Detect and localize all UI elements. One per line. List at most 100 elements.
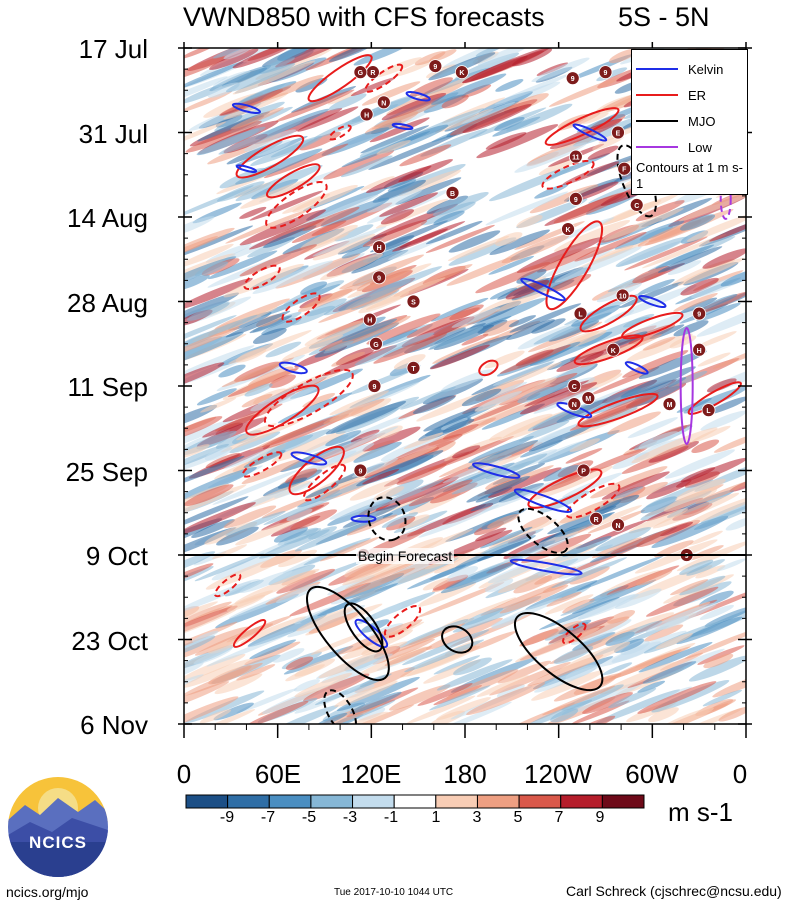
field-streak	[499, 585, 569, 614]
field-streak	[556, 387, 642, 423]
field-streak	[546, 591, 582, 607]
field-streak	[306, 186, 388, 221]
field-streak	[496, 684, 525, 698]
field-streak	[709, 220, 746, 242]
field-streak	[353, 441, 402, 463]
field-streak	[637, 680, 666, 693]
y-tick-label: 6 Nov	[80, 710, 148, 740]
field-streak	[389, 623, 466, 655]
field-streak	[299, 131, 341, 151]
field-streak	[225, 310, 291, 338]
field-streak	[304, 320, 366, 346]
field-streak	[642, 661, 697, 684]
field-streak	[533, 387, 599, 414]
field-streak	[184, 466, 257, 501]
storm-marker-label: B	[450, 191, 455, 198]
er-contour	[579, 294, 638, 333]
field-streak	[441, 94, 469, 109]
storm-marker-label: 9	[433, 64, 437, 71]
field-streak	[328, 443, 375, 463]
x-tick-label: 120E	[340, 759, 402, 789]
field-streak	[440, 597, 517, 629]
mjo-contour	[343, 602, 384, 653]
field-streak	[345, 683, 375, 698]
field-streak	[297, 106, 359, 132]
storm-marker	[615, 288, 630, 303]
field-streak	[339, 567, 416, 599]
field-streak	[316, 712, 348, 724]
field-streak	[249, 190, 323, 221]
storm-marker	[629, 198, 644, 212]
y-tick-label: 31 Jul	[78, 119, 148, 149]
colorbar-units: m s-1	[668, 797, 733, 827]
field-streak	[205, 554, 290, 590]
er-contour	[545, 220, 604, 311]
storm-marker-label: R	[594, 517, 599, 524]
storm-marker-label: K	[611, 348, 616, 355]
er-contour	[364, 63, 404, 93]
field-streak	[600, 199, 662, 226]
field-streak	[508, 315, 537, 328]
field-streak	[362, 426, 421, 452]
field-streak	[184, 315, 237, 349]
field-streak	[184, 216, 215, 237]
field-streak	[624, 236, 708, 271]
field-streak	[200, 397, 237, 413]
field-streak	[234, 568, 320, 605]
storm-marker	[454, 65, 469, 80]
field-streak	[686, 559, 725, 576]
field-streak	[653, 686, 693, 703]
field-streak	[302, 206, 360, 231]
y-tick-label: 23 Oct	[71, 626, 148, 656]
field-streak	[184, 225, 254, 258]
field-streak	[196, 128, 260, 156]
field-streak	[537, 490, 590, 514]
field-streak	[239, 206, 267, 219]
storm-marker-label: 9	[358, 469, 362, 476]
field-streak	[446, 255, 521, 286]
field-streak	[221, 67, 268, 87]
field-streak	[702, 248, 746, 269]
field-streak	[244, 641, 301, 666]
storm-marker-label: 9	[377, 275, 381, 282]
field-streak	[609, 529, 671, 555]
field-streak	[263, 492, 343, 526]
storm-marker-label: T	[411, 366, 416, 373]
field-streak	[479, 526, 533, 549]
field-streak	[702, 689, 743, 707]
kelvin-contour	[231, 102, 261, 114]
er-contour	[214, 573, 242, 598]
field-streak	[466, 682, 546, 716]
field-streak	[679, 297, 718, 314]
field-streak	[408, 479, 473, 507]
field-streak	[604, 207, 684, 241]
low-contour	[679, 327, 694, 445]
field-streak	[240, 616, 307, 644]
legend-label: ER	[688, 87, 707, 103]
field-streak	[184, 121, 227, 148]
field-streak	[446, 566, 479, 582]
field-streak	[312, 233, 376, 261]
field-streak	[590, 466, 668, 499]
field-streak	[615, 284, 697, 319]
field-streak	[271, 431, 346, 463]
field-streak	[645, 479, 714, 508]
field-streak	[484, 578, 514, 593]
field-streak	[342, 711, 389, 724]
field-streak	[184, 345, 255, 382]
field-streak	[232, 60, 316, 95]
field-streak	[226, 594, 266, 612]
field-streak	[207, 250, 278, 280]
field-streak	[492, 360, 555, 386]
field-streak	[548, 77, 622, 107]
field-streak	[214, 101, 285, 132]
field-streak	[518, 420, 570, 442]
field-streak	[505, 279, 550, 300]
storm-marker	[561, 222, 575, 236]
field-streak	[608, 649, 682, 680]
colorbar-label: -5	[301, 809, 317, 826]
field-streak	[602, 662, 633, 676]
field-streak	[214, 673, 263, 695]
field-streak	[191, 519, 235, 538]
field-streak	[516, 215, 543, 228]
